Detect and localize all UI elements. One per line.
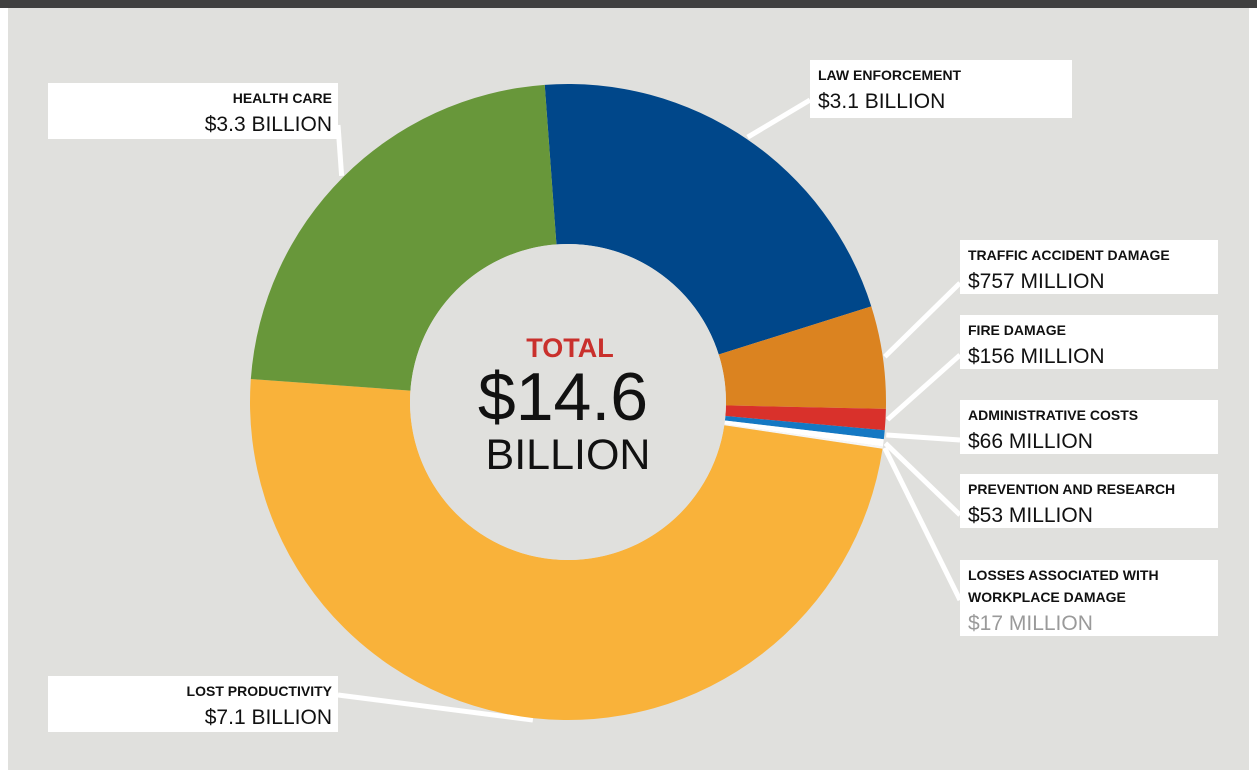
leader-line-losses-associated-with-workplace-damage [882, 446, 963, 602]
leader-line-lost-productivity [337, 692, 534, 723]
label-name: WORKPLACE DAMAGE [968, 589, 1126, 605]
center-total-label: TOTAL [526, 333, 614, 363]
leader-line-administrative-costs [886, 432, 961, 443]
label-name: TRAFFIC ACCIDENT DAMAGE [968, 247, 1170, 263]
center-total: TOTAL $14.6 BILLION [478, 333, 651, 479]
slice-losses-associated-with-workplace-damage [724, 424, 883, 449]
label-box [960, 240, 1218, 294]
label-value: $757 MILLION [968, 270, 1105, 293]
slice-administrative-costs [724, 416, 885, 440]
leader-line-law-enforcement [746, 97, 812, 140]
donut-slices [249, 84, 886, 721]
label-name: LOSSES ASSOCIATED WITH [968, 567, 1159, 583]
label-name: ADMINISTRATIVE COSTS [968, 407, 1138, 423]
donut-hole [410, 244, 726, 560]
label-box [960, 400, 1218, 454]
label-value: $3.1 BILLION [818, 90, 945, 113]
slice-fire-damage [725, 405, 886, 431]
center-total-value: $14.6 [478, 359, 648, 435]
label-name: LAW ENFORCEMENT [818, 67, 962, 83]
center-total-unit: BILLION [486, 431, 651, 479]
label-box [960, 474, 1218, 528]
slice-health-care [250, 84, 557, 391]
leader-line-fire-damage [885, 353, 962, 422]
label-fire-damage: FIRE DAMAGE $156 MILLION [960, 315, 1218, 369]
label-box [960, 315, 1218, 369]
label-box [48, 676, 338, 732]
label-value: $17 MILLION [968, 612, 1093, 635]
label-name: FIRE DAMAGE [968, 322, 1066, 338]
label-traffic-accident-damage: TRAFFIC ACCIDENT DAMAGE $757 MILLION [960, 240, 1218, 294]
label-name: PREVENTION AND RESEARCH [968, 481, 1175, 497]
label-name: HEALTH CARE [233, 90, 332, 106]
slice-lost-productivity [249, 379, 883, 721]
slice-traffic-accident-damage [718, 306, 886, 409]
slice-law-enforcement [544, 84, 872, 355]
label-box [48, 83, 338, 139]
label-name: LOST PRODUCTIVITY [187, 683, 333, 699]
leader-line-traffic-accident-damage [883, 281, 962, 359]
label-prevention-and-research: PREVENTION AND RESEARCH $53 MILLION [960, 474, 1218, 528]
label-value: $53 MILLION [968, 504, 1093, 527]
label-lost-productivity: LOST PRODUCTIVITY $7.1 BILLION [48, 676, 338, 732]
leader-line-prevention-and-research [883, 441, 962, 517]
label-law-enforcement: LAW ENFORCEMENT $3.1 BILLION [810, 60, 1072, 118]
leader-line-health-care [335, 124, 345, 177]
slice-labels: LAW ENFORCEMENT $3.1 BILLION TRAFFIC ACCID… [48, 60, 1218, 732]
top-frame-bar [0, 0, 1257, 8]
label-value: $3.3 BILLION [205, 113, 332, 136]
label-box [810, 60, 1072, 118]
label-box [960, 560, 1218, 636]
label-value: $66 MILLION [968, 430, 1093, 453]
leader-lines [335, 97, 963, 723]
slice-prevention-and-research [724, 420, 884, 447]
label-administrative-costs: ADMINISTRATIVE COSTS $66 MILLION [960, 400, 1218, 454]
label-health-care: HEALTH CARE $3.3 BILLION [48, 83, 338, 139]
label-losses-associated-with-workplace-damage: LOSSES ASSOCIATED WITH WORKPLACE DAMAGE $1… [960, 560, 1218, 636]
label-value: $7.1 BILLION [205, 706, 332, 729]
label-value: $156 MILLION [968, 345, 1105, 368]
